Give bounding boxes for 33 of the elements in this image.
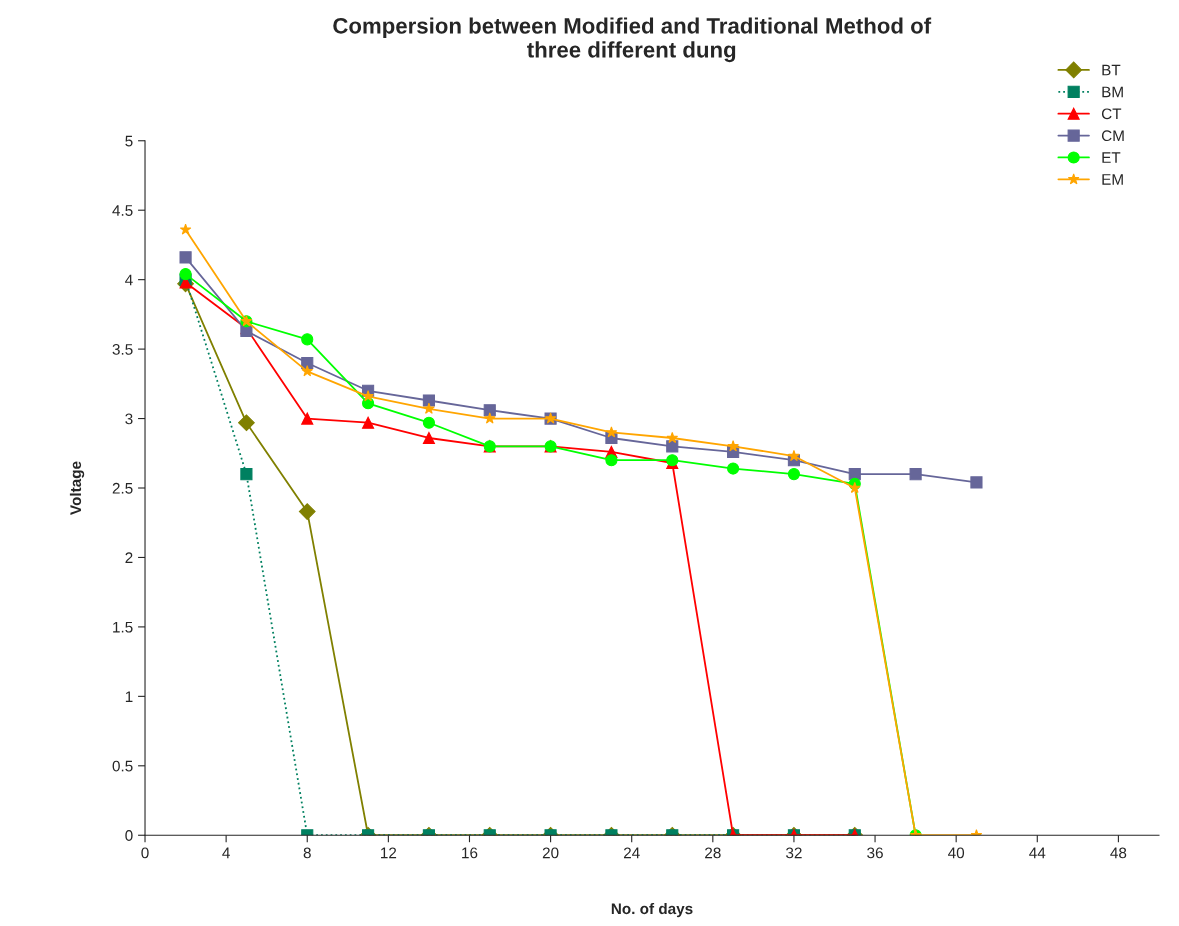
x-tick-label: 36 xyxy=(867,847,883,859)
y-tick-label: 0 xyxy=(125,830,133,841)
legend-label: BT xyxy=(1102,64,1121,76)
x-tick-label: 24 xyxy=(623,847,640,859)
x-tick-label: 20 xyxy=(542,847,559,859)
y-tick-label: 1 xyxy=(125,691,133,702)
y-tick-label: 4 xyxy=(125,274,133,286)
x-tick-label: 12 xyxy=(381,847,397,859)
y-tick-label: 0.5 xyxy=(112,760,133,772)
y-tick-label: 2 xyxy=(125,552,133,563)
y-tick-label: 4.5 xyxy=(112,205,133,216)
x-tick-label: 8 xyxy=(303,847,311,859)
x-tick-label: 4 xyxy=(222,847,230,859)
legend-label: ET xyxy=(1102,152,1121,163)
legend-label: CM xyxy=(1101,130,1124,142)
legend-label: BM xyxy=(1102,86,1123,98)
y-tick-label: 3.5 xyxy=(112,343,133,355)
y-axis-title: Voltage xyxy=(69,461,85,515)
x-tick-label: 40 xyxy=(948,847,965,859)
legend-label: EM xyxy=(1102,174,1123,185)
chart-title: Compersion between Modified and Traditional Method of three different dung xyxy=(333,17,932,63)
legend-label: CT xyxy=(1101,108,1122,120)
x-tick-label: 44 xyxy=(1029,847,1046,859)
y-tick-label: 1.5 xyxy=(113,621,133,633)
x-axis-title: No. of days xyxy=(611,902,693,918)
x-tick-label: 0 xyxy=(141,847,149,859)
y-tick-label: 5 xyxy=(125,135,133,147)
y-tick-label: 3 xyxy=(125,413,133,425)
y-tick-label: 2.5 xyxy=(112,482,133,494)
x-tick-label: 48 xyxy=(1110,847,1127,859)
x-tick-label: 28 xyxy=(705,847,721,859)
x-tick-label: 16 xyxy=(462,847,478,859)
x-tick-label: 32 xyxy=(786,847,802,859)
